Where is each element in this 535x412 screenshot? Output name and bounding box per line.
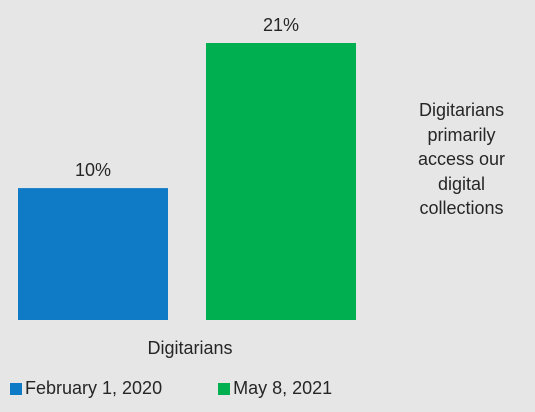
bar-february-2020: [18, 188, 168, 320]
data-label-may-2021: 21%: [263, 15, 299, 35]
legend-label-february-2020: February 1, 2020: [25, 378, 163, 398]
legend-item-february-2020: February 1, 2020: [10, 378, 162, 399]
legend-label-may-2021: May 8, 2021: [233, 378, 333, 398]
x-axis-category-label: Digitarians: [147, 338, 233, 358]
legend-swatch-february-2020: [10, 382, 22, 395]
legend: February 1, 2020 May 8, 2021: [10, 378, 332, 399]
legend-swatch-may-2021: [218, 382, 231, 395]
data-label-february-2020: 10%: [75, 160, 111, 180]
bar-may-2021: [206, 43, 356, 320]
legend-item-may-2021: May 8, 2021: [218, 378, 332, 399]
chart-annotation: Digitarians primarily access our digital…: [417, 100, 506, 218]
